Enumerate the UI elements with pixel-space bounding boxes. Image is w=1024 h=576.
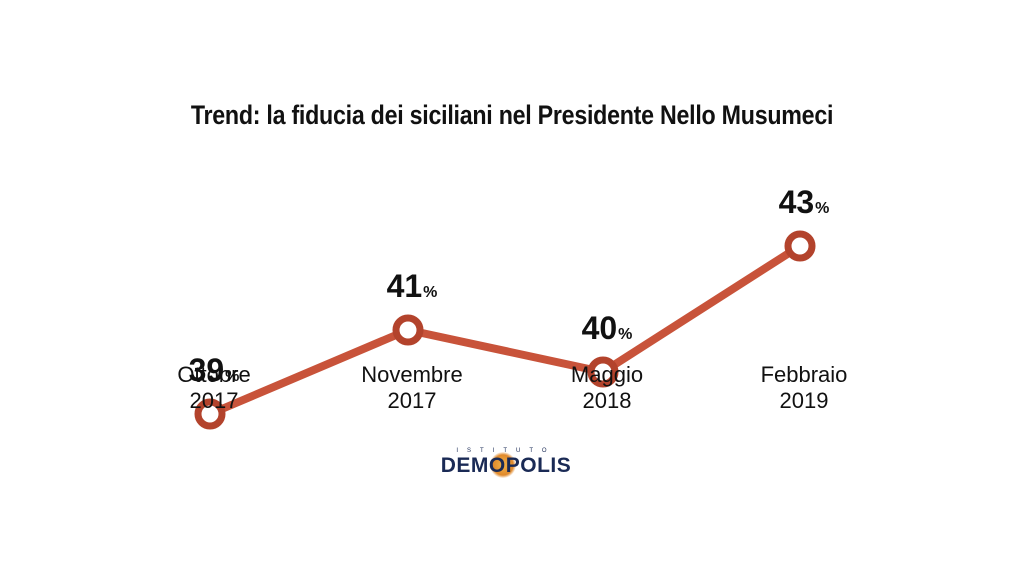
data-point bbox=[392, 314, 424, 346]
data-point bbox=[194, 398, 226, 430]
data-label: 43% bbox=[779, 184, 830, 220]
logo-small-text: ISTITUTO bbox=[456, 448, 556, 454]
series-line bbox=[208, 242, 803, 418]
sun-icon bbox=[490, 452, 516, 478]
chart-title: Trend: la fiducia dei siciliani nel Pres… bbox=[190, 100, 834, 130]
data-point bbox=[587, 356, 619, 388]
data-label: 41% bbox=[387, 268, 438, 304]
category-label: Ottobre 2017 bbox=[177, 362, 250, 413]
logo-main-text: DEMOPOLIS bbox=[440, 454, 572, 477]
category-label: Maggio 2018 bbox=[571, 362, 643, 413]
data-label: 39% bbox=[189, 352, 240, 388]
category-label: Novembre 2017 bbox=[361, 362, 462, 413]
data-label: 40% bbox=[582, 310, 633, 346]
demopolis-logo: ISTITUTO DEMOPOLIS bbox=[420, 448, 592, 488]
category-label: Febbraio 2019 bbox=[761, 362, 848, 413]
data-point bbox=[784, 230, 816, 262]
